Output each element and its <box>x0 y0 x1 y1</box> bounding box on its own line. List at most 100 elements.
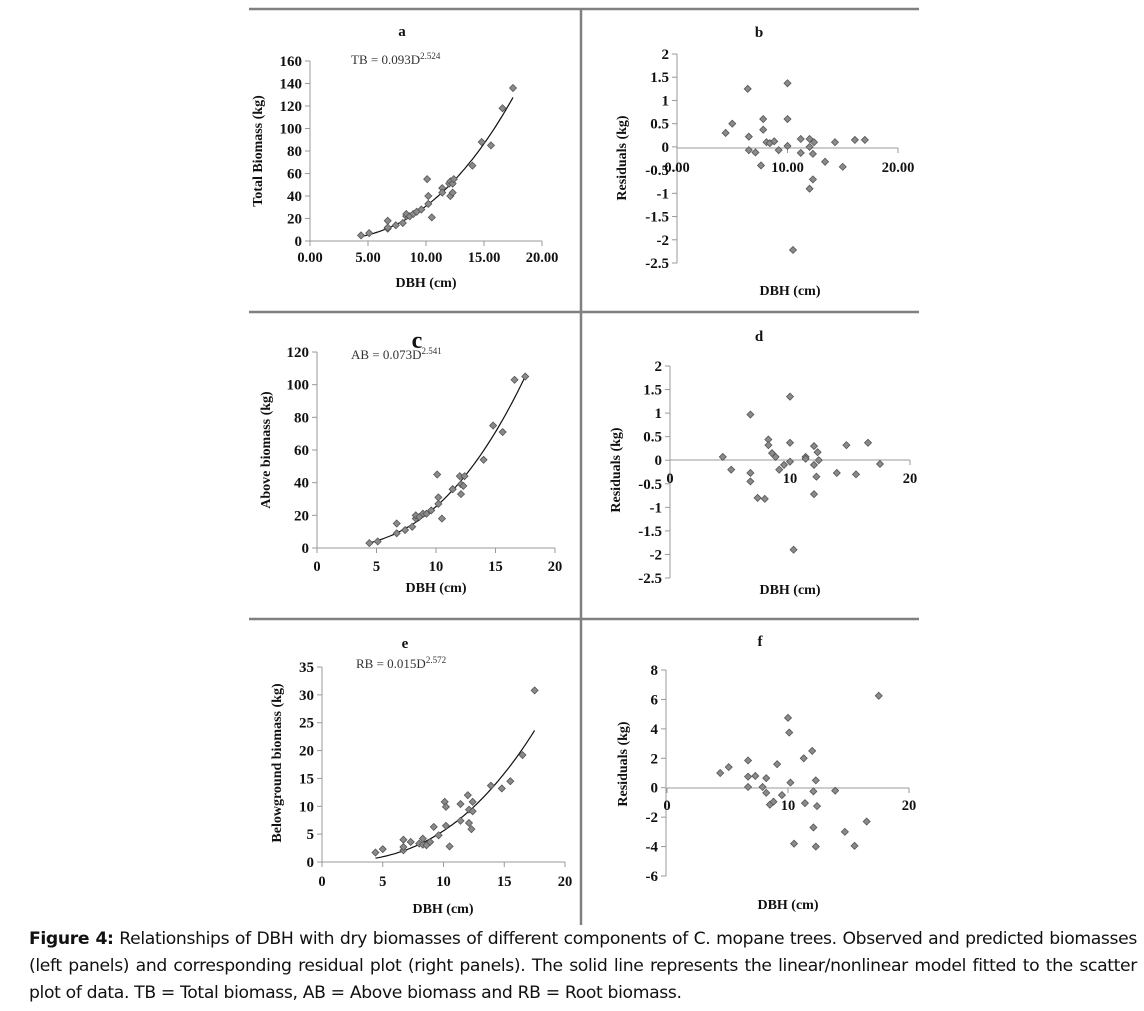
data-point <box>424 199 433 208</box>
data-point <box>468 807 477 816</box>
data-point <box>796 134 805 144</box>
data-point <box>518 750 527 760</box>
data-point <box>805 142 814 151</box>
data-point <box>716 768 725 778</box>
data-point <box>812 802 822 811</box>
data-point <box>448 485 457 494</box>
equation-lhs: TB = 0.093D <box>351 52 420 67</box>
data-point <box>808 746 817 755</box>
data-point <box>801 454 810 463</box>
y-tick-label: 5 <box>307 827 315 843</box>
data-point <box>756 161 766 170</box>
panel-c: cAB = 0.073D2.541 0 20 40 60 80 100 120 0 5 10 15 20… <box>259 328 562 596</box>
equation-lhs: AB = 0.073D <box>351 347 422 362</box>
data-point <box>850 135 859 144</box>
y-tick-label: -1 <box>650 500 663 516</box>
y-tick-label: -2.5 <box>638 571 662 587</box>
data-point <box>445 842 454 851</box>
y-tick-label: -2 <box>650 547 663 563</box>
data-point <box>406 837 415 847</box>
data-point <box>456 799 465 809</box>
data-point <box>753 493 762 502</box>
fitted-curve <box>369 375 526 544</box>
data-point <box>424 191 433 201</box>
data-point <box>418 834 427 843</box>
data-point <box>486 141 496 150</box>
equation-exponent: 2.541 <box>422 346 442 356</box>
data-point <box>762 774 771 783</box>
y-tick-label: -4 <box>646 840 659 856</box>
y-tick-label: 10 <box>299 799 314 815</box>
x-tick-label: 20.00 <box>882 160 915 176</box>
data-point <box>408 522 417 531</box>
x-tick-label: 0.00 <box>664 160 689 176</box>
data-point <box>770 137 779 146</box>
data-point <box>441 821 450 830</box>
data-point <box>497 784 506 793</box>
equation-exponent: 2.524 <box>420 51 441 61</box>
y-tick-label: 1.5 <box>643 383 662 399</box>
data-point <box>744 772 753 781</box>
data-point <box>392 529 401 538</box>
equation-exponent: 2.572 <box>426 655 446 665</box>
x-tick-label: 5 <box>379 874 386 890</box>
data-point <box>758 782 767 792</box>
y-tick-label: 0 <box>651 781 659 797</box>
data-point <box>773 760 782 769</box>
data-point <box>718 452 727 461</box>
data-point <box>463 791 472 800</box>
y-tick-label: -1.5 <box>645 210 669 226</box>
data-point <box>365 229 374 238</box>
figure-caption: Figure 4: Relationships of DBH with dry … <box>29 926 1137 1007</box>
caption-text: Relationships of DBH with dry biomasses … <box>29 929 1137 1003</box>
data-point <box>814 456 823 465</box>
y-tick-label: -1.5 <box>638 524 662 540</box>
x-axis-label: DBH (cm) <box>395 276 456 291</box>
y-tick-label: -2.5 <box>645 256 669 272</box>
x-axis-label: DBH (cm) <box>759 284 820 299</box>
data-point <box>851 470 861 479</box>
x-tick-label: 0 <box>666 471 673 487</box>
y-tick-label: 0 <box>307 855 315 871</box>
data-point <box>842 441 851 450</box>
y-tick-label: 100 <box>287 378 310 394</box>
data-point <box>371 848 380 857</box>
data-point <box>744 782 753 792</box>
x-tick-label: 10.00 <box>771 160 804 176</box>
data-point <box>486 781 495 790</box>
data-point <box>373 537 382 546</box>
data-point <box>863 438 873 447</box>
data-point <box>799 754 808 763</box>
data-point <box>427 213 436 222</box>
data-point <box>785 438 795 447</box>
data-point <box>775 465 784 474</box>
data-point <box>468 797 477 806</box>
data-point <box>508 83 518 93</box>
y-tick-label: 20 <box>299 744 314 760</box>
data-point <box>464 805 474 814</box>
y-tick-label: 0 <box>662 140 670 156</box>
data-point <box>356 231 366 240</box>
data-point <box>805 184 814 193</box>
data-point <box>464 818 474 828</box>
data-point <box>808 175 817 184</box>
data-point <box>809 787 818 796</box>
data-point <box>743 84 752 93</box>
model-equation: AB = 0.073D2.541 <box>351 346 442 362</box>
data-point <box>759 114 768 124</box>
y-tick-label: 0.5 <box>650 117 669 133</box>
y-tick-label: 0.5 <box>643 430 662 446</box>
data-point <box>460 472 469 481</box>
data-point <box>789 839 799 848</box>
data-point <box>429 822 438 831</box>
data-point <box>789 545 798 554</box>
data-point <box>783 79 792 88</box>
data-point <box>788 245 798 255</box>
y-tick-label: 160 <box>280 54 303 70</box>
caption-label: Figure 4: <box>29 929 114 949</box>
data-point <box>489 421 498 430</box>
panel-title: c <box>412 328 423 354</box>
data-point <box>813 448 822 457</box>
data-point <box>392 519 401 528</box>
